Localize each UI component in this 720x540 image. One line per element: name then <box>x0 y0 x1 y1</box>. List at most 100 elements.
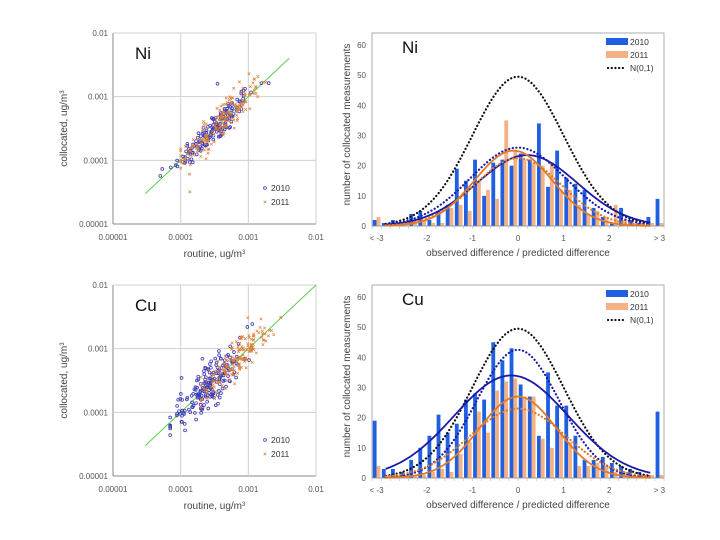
data-point-2010 <box>226 374 230 378</box>
data-point-2011 <box>204 133 209 137</box>
data-point-2011 <box>188 163 192 167</box>
bar-2010 <box>427 435 432 478</box>
data-point-2010 <box>222 107 227 111</box>
bar-2011 <box>586 465 591 478</box>
data-point-2011 <box>224 96 228 100</box>
data-point-2011 <box>243 92 247 96</box>
data-point-2011 <box>222 130 226 135</box>
bar-2011 <box>440 222 445 226</box>
data-point-2010 <box>221 363 225 368</box>
bar-2011 <box>495 198 500 226</box>
y-tick-labels: 0 10 20 30 40 50 60 <box>357 41 366 231</box>
data-point-2011 <box>218 118 222 122</box>
x-tick-label: -2 <box>423 486 431 495</box>
bar-2010 <box>400 471 404 478</box>
bar-2011 <box>531 162 536 226</box>
data-point-2011 <box>209 142 213 146</box>
data-point-2010 <box>198 402 203 407</box>
data-point-2010 <box>175 411 179 416</box>
data-point-2011 <box>256 75 260 79</box>
legend-entry-normal: N(0,1) <box>630 63 654 73</box>
data-point-2011 <box>230 355 234 359</box>
bar-2011 <box>422 474 427 478</box>
y-tick-label: 0.001 <box>88 345 109 354</box>
data-point-2011 <box>238 355 242 359</box>
bar-2010 <box>372 219 377 226</box>
data-point-2010 <box>222 127 227 132</box>
one-to-one-line <box>144 284 317 446</box>
data-point-2010 <box>220 386 225 391</box>
bar-2010 <box>619 207 623 226</box>
data-point-2011 <box>196 147 200 151</box>
x-tick-label: < -3 <box>370 234 385 243</box>
data-point-2011 <box>182 158 186 162</box>
data-point-2010 <box>245 325 250 329</box>
data-point-2011 <box>252 88 256 92</box>
bar-2011 <box>431 471 436 478</box>
data-point-2011 <box>243 337 247 341</box>
bar-2011 <box>440 468 445 478</box>
data-point-2011 <box>226 113 230 118</box>
y-axis-label-text: collocated, ug/m <box>59 346 70 419</box>
bar-2011 <box>568 441 573 478</box>
data-point-2011 <box>237 80 241 84</box>
x-tick-label: > 3 <box>654 234 666 243</box>
data-point-2011 <box>232 382 237 386</box>
data-point-2010 <box>228 104 232 109</box>
data-point-2011 <box>238 347 242 351</box>
bar-2011 <box>449 471 454 478</box>
data-point-2010 <box>188 160 192 164</box>
bar-2010 <box>473 393 477 478</box>
data-point-2011 <box>212 132 216 136</box>
x-tick-label: 0 <box>516 234 521 243</box>
data-point-2011 <box>213 124 217 128</box>
data-point-2011 <box>236 362 240 366</box>
data-point-2011 <box>257 331 261 335</box>
curve-n-0-1- <box>384 327 652 477</box>
data-point-2011 <box>235 109 239 113</box>
data-point-2011 <box>220 384 224 388</box>
y-tick-label: 0.01 <box>92 281 108 290</box>
data-point-2010 <box>249 90 253 95</box>
data-point-2010 <box>180 398 184 402</box>
data-point-2010 <box>219 356 223 361</box>
data-point-2011 <box>226 119 230 123</box>
data-point-2011 <box>189 149 193 154</box>
data-point-2011 <box>220 121 225 125</box>
data-point-2011 <box>201 119 206 124</box>
data-point-2010 <box>238 99 242 103</box>
data-point-2010 <box>217 389 221 393</box>
data-point-2010 <box>192 387 197 392</box>
x-tick-labels: 0.00001 0.0001 0.001 0.01 <box>99 485 325 494</box>
legend: 2010 2011 <box>263 183 290 207</box>
bar-2010 <box>546 186 550 226</box>
data-point-2011 <box>222 126 226 130</box>
data-point-2010 <box>175 413 179 418</box>
panel-title: Ni <box>402 38 418 57</box>
cu-histogram-panel: < -3 -2 -1 0 1 2 > 3 0 10 20 30 40 50 60 Cu observed… <box>342 284 666 511</box>
data-point-2010 <box>216 401 220 406</box>
data-point-2010 <box>218 134 222 139</box>
data-point-2011 <box>229 121 233 125</box>
bar-2011 <box>458 204 463 226</box>
data-point-2010 <box>175 164 180 169</box>
y-axis-label: collocated, ug/m3 <box>59 342 70 419</box>
y-tick-label: 0.0001 <box>84 408 109 417</box>
data-point-2010 <box>215 81 220 86</box>
data-point-2010 <box>181 154 186 159</box>
bar-2010 <box>655 198 660 226</box>
data-point-2011 <box>246 342 250 346</box>
bar-2011 <box>467 210 472 226</box>
bar-2010 <box>436 414 441 478</box>
y-tick-labels: 0 10 20 30 40 50 60 <box>357 293 366 483</box>
data-point-2011 <box>224 125 228 129</box>
gridlines <box>112 32 317 225</box>
data-point-2011 <box>261 332 265 336</box>
data-point-2011 <box>205 377 209 382</box>
y-axis-label-superscript: 3 <box>60 342 66 346</box>
data-point-2010 <box>214 371 219 376</box>
data-point-2011 <box>216 359 220 363</box>
x-tick-label: 0.0001 <box>168 485 193 494</box>
data-point-2011 <box>204 122 208 126</box>
legend-swatch-2010 <box>606 38 628 45</box>
